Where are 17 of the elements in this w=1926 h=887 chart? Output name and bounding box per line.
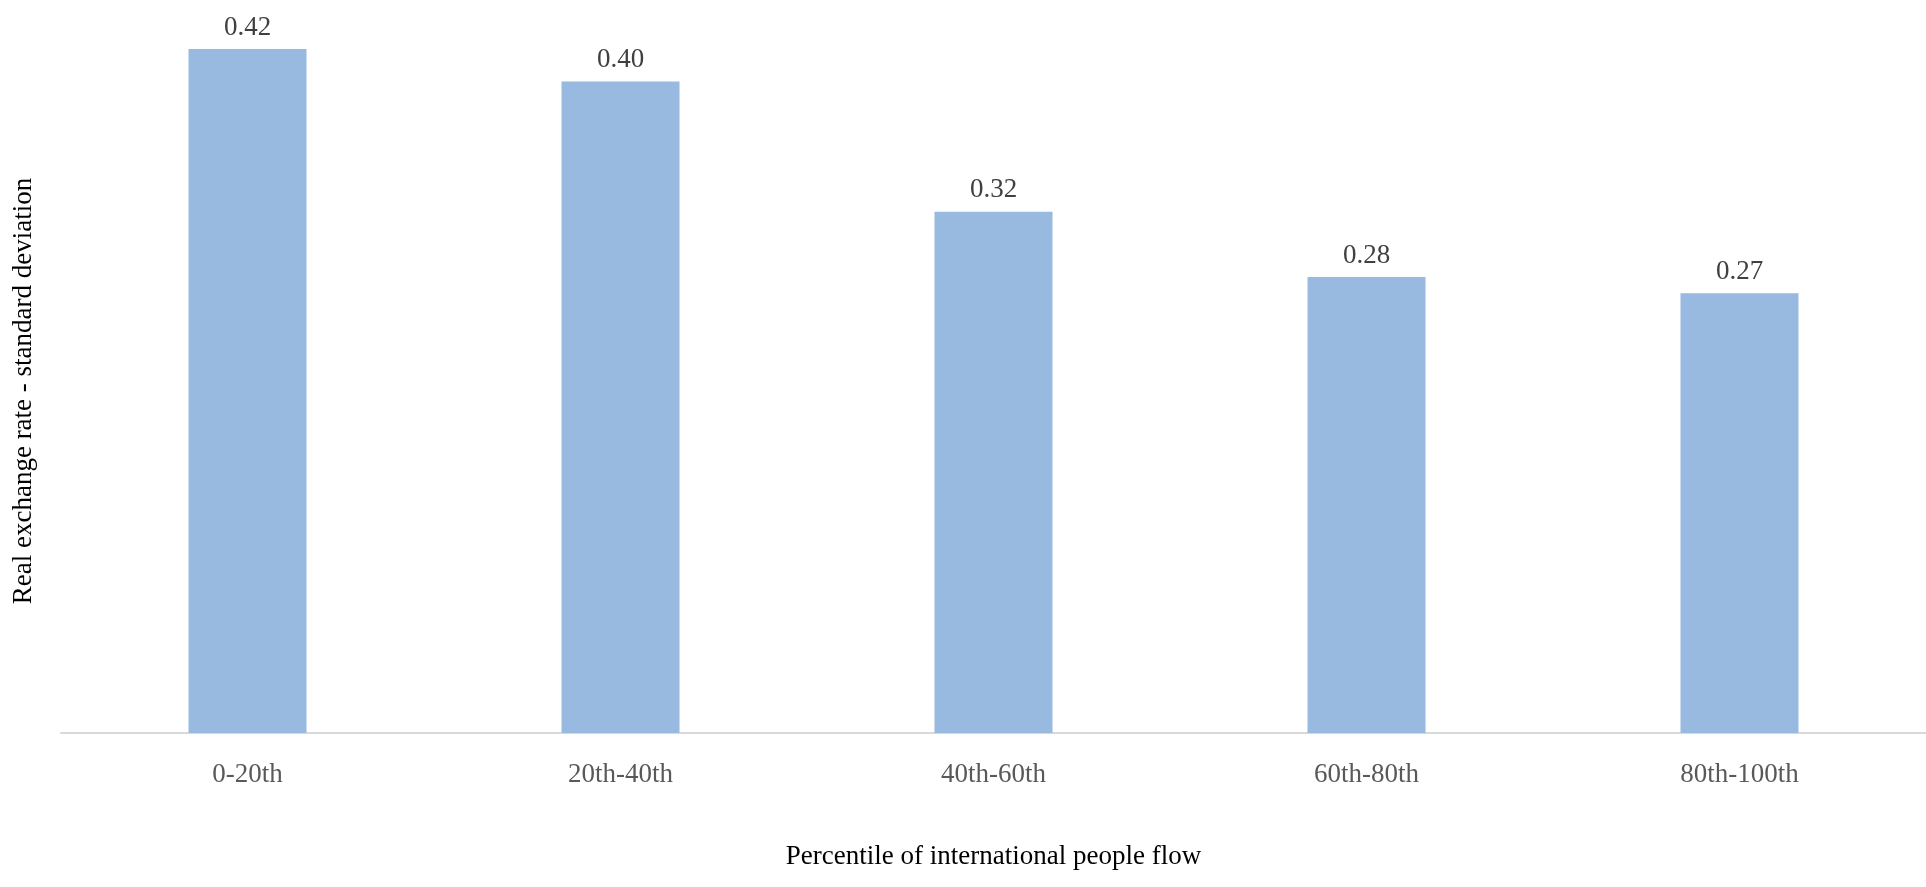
bar	[934, 211, 1053, 733]
bar	[561, 81, 680, 733]
x-tick-label: 40th-60th	[941, 757, 1047, 788]
x-tick-label: 60th-80th	[1314, 757, 1420, 788]
data-label: 0.40	[596, 43, 645, 74]
x-tick-label: 0-20th	[212, 757, 284, 788]
data-label: 0.28	[1342, 238, 1391, 269]
bar	[1680, 293, 1799, 733]
data-label: 0.42	[223, 10, 272, 41]
bar	[1307, 277, 1426, 733]
x-axis-title: Percentile of international people flow	[785, 839, 1202, 870]
data-label: 0.27	[1715, 254, 1764, 285]
y-axis-title: Real exchange rate - standard deviation	[6, 177, 37, 605]
data-label: 0.32	[969, 173, 1018, 204]
x-tick-label: 20th-40th	[568, 757, 674, 788]
bar	[188, 49, 307, 733]
x-tick-label: 80th-100th	[1680, 757, 1800, 788]
